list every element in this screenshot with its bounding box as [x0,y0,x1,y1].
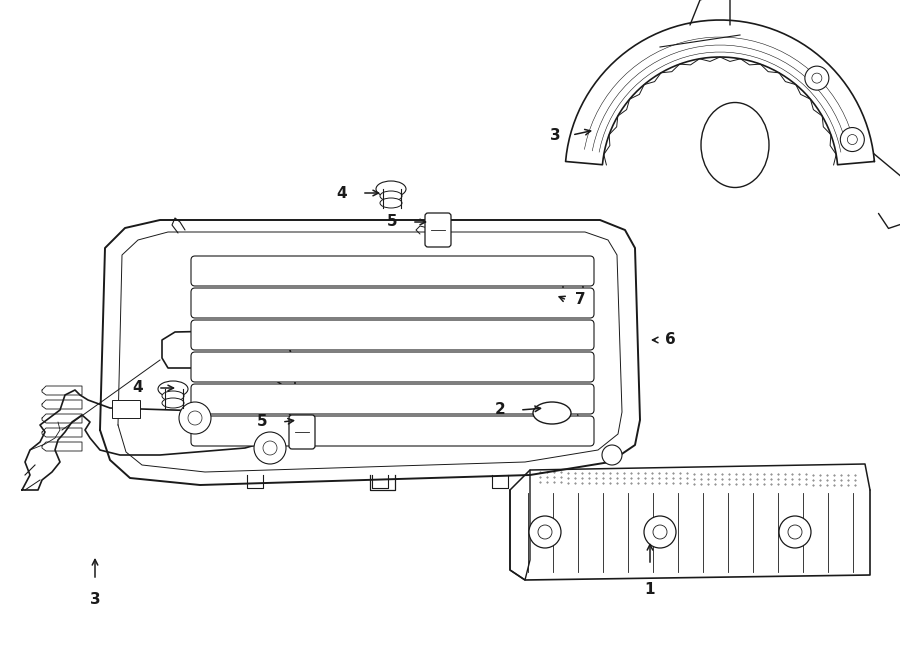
Polygon shape [563,278,587,306]
Text: 7: 7 [575,293,585,307]
Circle shape [188,411,202,425]
Ellipse shape [701,102,769,188]
Polygon shape [42,442,82,451]
Circle shape [644,516,676,548]
Text: 4: 4 [132,381,143,395]
Circle shape [805,66,829,90]
FancyBboxPatch shape [425,213,451,247]
Circle shape [254,432,286,464]
Polygon shape [42,414,82,423]
FancyBboxPatch shape [289,415,315,449]
Polygon shape [510,490,870,580]
Polygon shape [510,470,530,580]
FancyBboxPatch shape [191,256,594,286]
Circle shape [841,128,864,151]
FancyBboxPatch shape [191,320,594,350]
Circle shape [179,402,211,434]
Polygon shape [42,386,82,395]
Ellipse shape [376,181,406,197]
Circle shape [779,516,811,548]
FancyBboxPatch shape [191,384,594,414]
FancyBboxPatch shape [191,416,594,446]
FancyBboxPatch shape [191,352,594,382]
Text: 2: 2 [495,403,506,418]
Text: 4: 4 [337,186,347,200]
Text: 5: 5 [387,215,397,229]
FancyBboxPatch shape [191,288,594,318]
Polygon shape [42,400,82,409]
Circle shape [529,516,561,548]
Bar [112,400,140,418]
Polygon shape [510,464,870,490]
Polygon shape [42,428,82,437]
Polygon shape [100,220,640,485]
Circle shape [263,441,277,455]
Circle shape [602,445,622,465]
Text: 1: 1 [644,582,655,598]
Ellipse shape [533,402,571,424]
Circle shape [847,135,858,145]
Text: 5: 5 [256,414,267,430]
Ellipse shape [158,381,188,397]
Circle shape [538,525,552,539]
Polygon shape [22,330,295,490]
Ellipse shape [162,391,184,401]
Circle shape [653,525,667,539]
Ellipse shape [162,398,184,408]
Polygon shape [690,0,730,25]
Text: 3: 3 [90,592,100,607]
Polygon shape [565,20,875,165]
Ellipse shape [380,198,402,208]
Circle shape [788,525,802,539]
Circle shape [812,73,822,83]
Ellipse shape [380,191,402,201]
Text: 6: 6 [664,332,675,348]
Text: 3: 3 [550,128,561,143]
